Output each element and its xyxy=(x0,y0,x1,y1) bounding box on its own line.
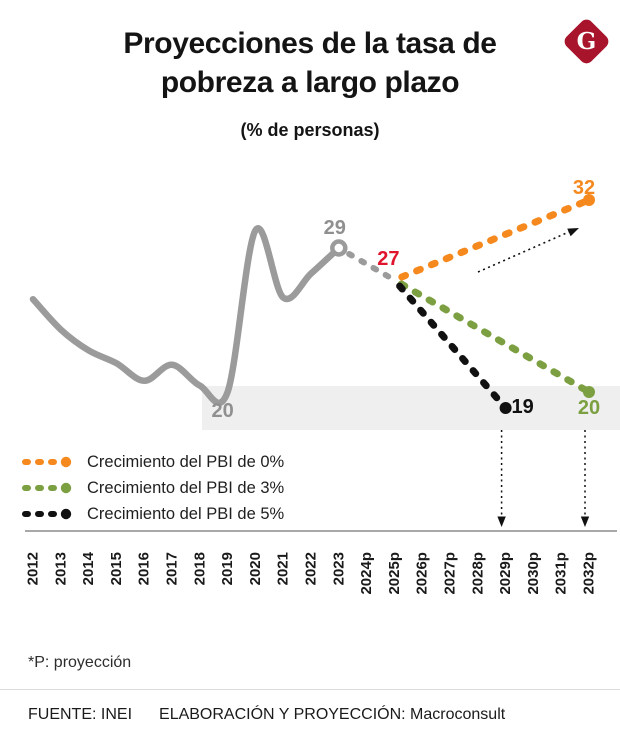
projection-line-2 xyxy=(396,282,510,412)
x-tick-label: 2023 xyxy=(330,552,347,585)
value-label-20: 20 xyxy=(578,397,600,419)
page-title: Proyecciones de la tasa de pobreza a larg… xyxy=(0,24,620,102)
elaboration-text: ELABORACIÓN Y PROYECCIÓN: Macroconsult xyxy=(159,706,506,723)
trend-arrow-line xyxy=(477,230,572,273)
value-label-20: 20 xyxy=(211,400,233,422)
value-label-29: 29 xyxy=(324,217,346,239)
highlight-band xyxy=(202,386,620,430)
x-tick-label: 2031p xyxy=(553,552,570,595)
x-tick-label: 2021 xyxy=(275,552,292,585)
legend-swatch-orange-icon xyxy=(22,456,72,468)
poverty-projection-chart: 2012 2013 2014 2015 2016 2017 2018 2019 2020 2021… xyxy=(25,177,620,595)
transition-dashed-line xyxy=(346,250,398,283)
marker-open-circle xyxy=(330,239,348,257)
projection-line-0 xyxy=(398,196,593,281)
x-tick-label: 2013 xyxy=(52,552,69,585)
x-tick-label: 2019 xyxy=(219,552,236,585)
arrowhead-down-icon xyxy=(580,516,590,527)
x-tick-label: 2027p xyxy=(442,552,459,595)
x-tick-label: 2032p xyxy=(581,552,598,595)
projection-endpoint-0 xyxy=(583,194,595,206)
x-tick-label: 2017 xyxy=(164,552,181,585)
footnote: *P: proyección xyxy=(28,654,132,671)
legend-label: Crecimiento del PBI de 3% xyxy=(87,478,285,497)
projection-endpoint-1 xyxy=(583,386,595,398)
chart-subtitle: (% de personas) xyxy=(240,120,380,140)
x-tick-label: 2014 xyxy=(80,551,97,585)
x-tick-label: 2022 xyxy=(303,552,320,585)
x-tick-label: 2020 xyxy=(247,552,264,585)
page-title-line2: pobreza a largo plazo xyxy=(160,66,460,99)
historical-poverty-line xyxy=(29,225,343,407)
value-label-32: 32 xyxy=(573,177,595,199)
arrowhead-up-right-icon xyxy=(567,228,579,237)
page-title-line1: Proyecciones de la tasa de xyxy=(123,27,497,60)
x-tick-label: 2028p xyxy=(469,552,486,595)
value-label-27: 27 xyxy=(377,248,399,270)
footer-divider xyxy=(0,689,620,690)
projection-endpoint-2 xyxy=(499,402,512,414)
legend-label: Crecimiento del PBI de 0% xyxy=(87,452,285,471)
source-text: FUENTE: INEI xyxy=(28,706,133,723)
legend-item-gdp-0: Crecimiento del PBI de 0% xyxy=(20,449,284,475)
arrowhead-down-icon xyxy=(497,516,506,527)
x-tick-label: 2016 xyxy=(136,552,153,585)
legend-label: Crecimiento del PBI de 5% xyxy=(87,504,285,523)
x-tick-label: 2024p xyxy=(358,552,375,595)
x-tick-label: 2025p xyxy=(386,552,403,595)
legend-item-gdp-3: Crecimiento del PBI de 3% xyxy=(20,475,284,501)
x-tick-label: 2030p xyxy=(525,552,542,595)
x-tick-label: 2018 xyxy=(191,552,208,585)
footer: FUENTE: INEI ELABORACIÓN Y PROYECCIÓN: Ma… xyxy=(28,706,505,724)
legend-item-gdp-5: Crecimiento del PBI de 5% xyxy=(20,501,284,527)
x-tick-label: 2012 xyxy=(25,552,42,585)
legend-swatch-black-icon xyxy=(22,508,72,520)
value-label-19: 19 xyxy=(511,396,533,418)
x-tick-label: 2026p xyxy=(414,552,431,595)
projection-line-1 xyxy=(397,280,593,396)
x-tick-label: 2015 xyxy=(108,552,125,585)
chart-legend: Crecimiento del PBI de 0% Crecimiento de… xyxy=(20,449,284,527)
x-tick-label: 2029p xyxy=(497,552,514,595)
legend-swatch-green-icon xyxy=(22,482,72,494)
